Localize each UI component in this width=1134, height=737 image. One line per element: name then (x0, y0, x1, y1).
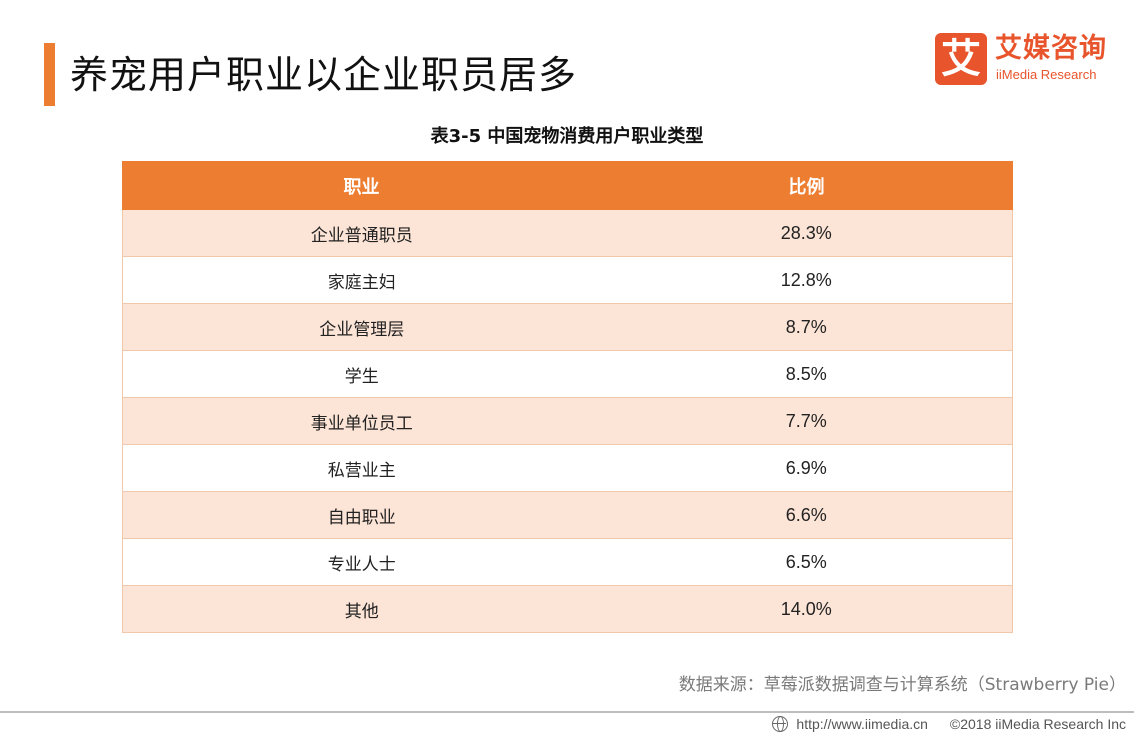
footer-url-link[interactable]: http://www.iimedia.cn (796, 716, 928, 732)
logo-mark: 艾 (935, 33, 987, 85)
footer-divider (0, 711, 1134, 713)
occupation-cell: 企业管理层 (122, 303, 601, 351)
data-source-note: 数据来源：草莓派数据调查与计算系统（Strawberry Pie） (678, 675, 1126, 695)
table-header-row: 职业 比例 (122, 161, 1013, 210)
table-row: 私营业主 6.9% (122, 444, 1013, 492)
brand-logo: 艾 艾媒咨询 iiMedia Research (935, 33, 1120, 87)
ratio-cell: 8.5% (600, 350, 1013, 398)
occupation-cell: 专业人士 (122, 538, 601, 586)
occupation-cell: 事业单位员工 (122, 397, 601, 445)
ratio-cell: 12.8% (600, 256, 1013, 304)
table-row: 企业普通职员 28.3% (122, 209, 1013, 257)
ratio-cell: 6.9% (600, 444, 1013, 492)
title-accent-bar (44, 43, 55, 106)
ratio-cell: 8.7% (600, 303, 1013, 351)
occupation-cell: 学生 (122, 350, 601, 398)
table-row: 自由职业 6.6% (122, 491, 1013, 539)
column-header-occupation: 职业 (122, 161, 601, 210)
occupation-cell: 企业普通职员 (122, 209, 601, 257)
occupation-cell: 私营业主 (122, 444, 601, 492)
column-header-ratio: 比例 (600, 161, 1013, 210)
table-row: 事业单位员工 7.7% (122, 397, 1013, 445)
ratio-cell: 14.0% (600, 585, 1013, 633)
logo-name-cn: 艾媒咨询 (995, 33, 1107, 64)
ratio-cell: 7.7% (600, 397, 1013, 445)
ratio-cell: 6.5% (600, 538, 1013, 586)
table-row: 专业人士 6.5% (122, 538, 1013, 586)
occupation-cell: 其他 (122, 585, 601, 633)
logo-name-en: iiMedia Research (996, 67, 1097, 82)
table-row: 其他 14.0% (122, 585, 1013, 633)
page-title: 养宠用户职业以企业职员居多 (70, 53, 578, 97)
occupation-cell: 家庭主妇 (122, 256, 601, 304)
table-row: 企业管理层 8.7% (122, 303, 1013, 351)
occupation-table: 职业 比例 企业普通职员 28.3% 家庭主妇 12.8% 企业管理层 8.7%… (122, 161, 1013, 633)
footer-copyright: ©2018 iiMedia Research Inc (949, 716, 1126, 732)
occupation-cell: 自由职业 (122, 491, 601, 539)
table-row: 家庭主妇 12.8% (122, 256, 1013, 304)
ratio-cell: 6.6% (600, 491, 1013, 539)
globe-icon (772, 716, 789, 732)
table-caption: 表3-5 中国宠物消费用户职业类型 (430, 126, 704, 147)
table-row: 学生 8.5% (122, 350, 1013, 398)
footer: http://www.iimedia.cn ©2018 iiMedia Rese… (772, 713, 1126, 735)
ratio-cell: 28.3% (600, 209, 1013, 257)
